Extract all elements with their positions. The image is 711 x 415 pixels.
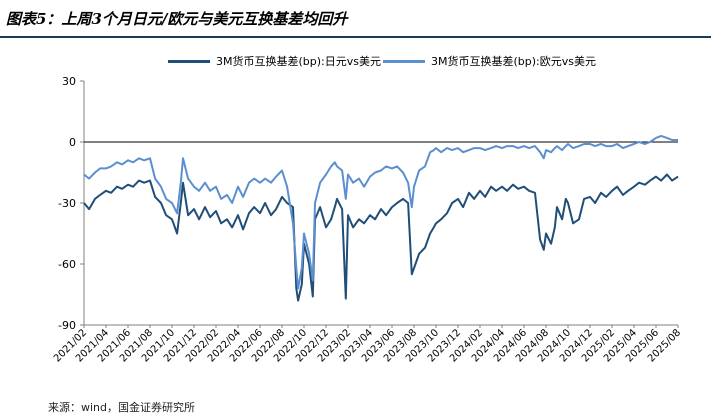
title-rule [0, 36, 711, 38]
y-tick-label: -90 [58, 319, 76, 332]
y-tick-label: 30 [62, 75, 76, 88]
y-tick-label: 0 [69, 136, 76, 149]
source-note: 来源：wind，国金证券研究所 [48, 401, 196, 414]
legend-label-jpy: 3M货币互换基差(bp):日元vs美元 [216, 55, 381, 68]
series-line-eur [83, 134, 678, 290]
y-tick-label: -30 [58, 197, 76, 210]
line-chart: 300-30-60-902021/022021/042021/062021/08… [52, 75, 683, 364]
legend-item-eur: 3M货币互换基差(bp):欧元vs美元 [383, 53, 596, 69]
y-tick-label: -60 [58, 258, 76, 271]
chart-title: 图表5：上周3个月日元/欧元与美元互换基差均回升 [6, 10, 348, 28]
legend-label-eur: 3M货币互换基差(bp):欧元vs美元 [431, 55, 596, 68]
series-line-jpy [83, 173, 679, 302]
legend-swatch-jpy [168, 59, 210, 63]
legend-item-jpy: 3M货币互换基差(bp):日元vs美元 [168, 53, 381, 69]
legend-swatch-eur [383, 59, 425, 63]
